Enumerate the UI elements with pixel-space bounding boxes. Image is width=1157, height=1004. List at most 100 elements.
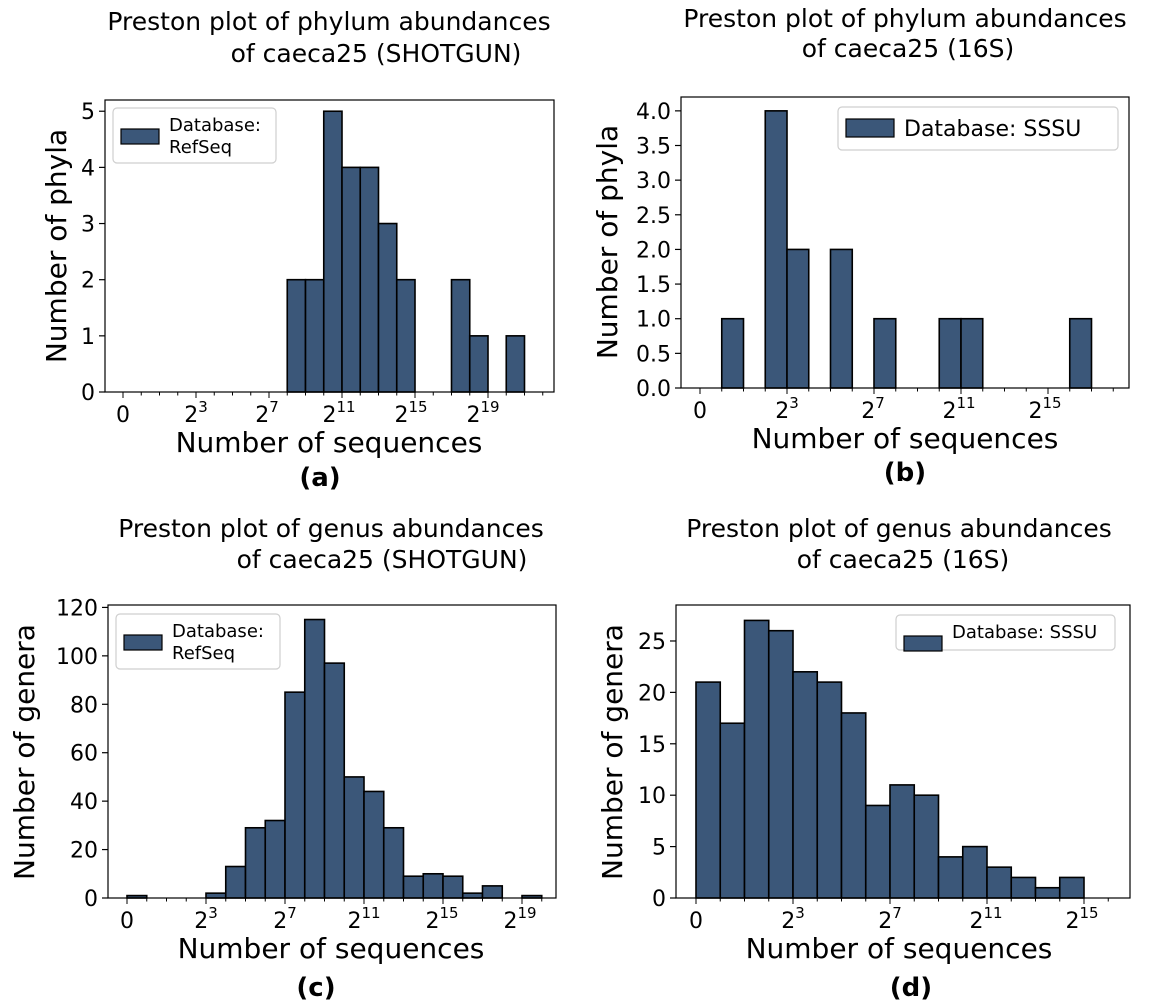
legend-box xyxy=(837,106,1119,151)
plot-frame xyxy=(104,99,555,393)
bar xyxy=(1068,317,1093,389)
chart-title: Preston plot of genus abundances xyxy=(686,514,1112,543)
y-tick-label: 3.0 xyxy=(636,169,671,194)
bars xyxy=(720,110,1093,389)
y-tick-label: 10 xyxy=(638,784,666,809)
bar xyxy=(960,317,984,389)
x-tick-label: 23 xyxy=(184,398,208,428)
bar xyxy=(829,248,854,389)
chart-title: of caeca25 (SHOTGUN) xyxy=(231,39,522,68)
y-tick-label: 4.0 xyxy=(636,100,671,125)
bar xyxy=(1010,876,1037,899)
chart-title: Preston plot of genus abundances xyxy=(118,514,544,543)
y-tick-label: 120 xyxy=(56,596,98,621)
chart-title: Preston plot of phylum abundances xyxy=(107,7,550,36)
x-tick-label: 211 xyxy=(347,904,380,934)
bar xyxy=(284,691,306,899)
chart-title: of caeca25 (16S) xyxy=(802,34,1015,63)
x-tick-label: 0 xyxy=(689,909,703,934)
legend-label: RefSeq xyxy=(169,137,232,158)
legend-label: RefSeq xyxy=(172,643,235,664)
bar xyxy=(304,278,325,393)
bar xyxy=(864,804,891,899)
bar xyxy=(720,317,745,389)
y-tick-label: 25 xyxy=(638,630,666,655)
bar xyxy=(395,278,416,393)
bars xyxy=(695,619,1085,899)
bar xyxy=(481,885,504,899)
y-tick-label: 0 xyxy=(81,381,95,406)
x-tick-label: 27 xyxy=(273,904,297,934)
bar xyxy=(873,317,897,389)
x-tick-label: 215 xyxy=(1028,394,1061,424)
legend: Database:RefSeq xyxy=(115,613,281,670)
bar xyxy=(840,712,867,899)
y-tick-label: 2.5 xyxy=(636,204,671,229)
bar xyxy=(1058,876,1085,899)
y-axis-label: Number of phyla xyxy=(40,129,73,363)
bars xyxy=(286,110,526,393)
bar xyxy=(719,722,746,899)
x-axis-label: Number of sequences xyxy=(752,422,1059,455)
legend-box xyxy=(895,614,1116,651)
x-tick-label: 27 xyxy=(878,904,902,934)
legend-label: Database: xyxy=(169,115,261,136)
x-axis-label: Number of sequences xyxy=(176,426,483,459)
bar xyxy=(468,335,489,393)
x-tick-label: 23 xyxy=(194,904,218,934)
panel-caption: (a) xyxy=(299,463,340,493)
y-tick-label: 100 xyxy=(56,645,98,670)
y-tick-label: 20 xyxy=(70,839,98,864)
bar xyxy=(286,278,307,393)
y-tick-label: 5 xyxy=(652,836,666,861)
legend-label: Database: SSSU xyxy=(952,622,1097,643)
legend-swatch xyxy=(845,118,895,138)
x-tick-label: 211 xyxy=(942,394,975,424)
x-tick-label: 219 xyxy=(503,904,536,934)
legend-swatch xyxy=(903,635,943,652)
bar xyxy=(377,222,398,393)
bar xyxy=(937,856,964,899)
panel-caption: (b) xyxy=(884,458,926,488)
y-axis-label: Number of phyla xyxy=(591,125,624,359)
x-tick-label: 219 xyxy=(466,398,499,428)
bar xyxy=(303,618,326,899)
bar xyxy=(322,110,343,393)
legend-box xyxy=(115,613,281,670)
x-tick-label: 27 xyxy=(861,394,885,424)
bar xyxy=(363,790,385,899)
bar xyxy=(343,776,365,899)
x-tick-label: 211 xyxy=(322,398,355,428)
bar xyxy=(986,866,1013,899)
y-tick-label: 3.5 xyxy=(636,135,671,160)
y-tick-label: 80 xyxy=(70,693,98,718)
panel-a: Preston plot of phylum abundances of caec… xyxy=(40,7,555,493)
legend: Database:RefSeq xyxy=(112,107,277,164)
y-tick-label: 2.0 xyxy=(636,238,671,263)
bar xyxy=(767,629,794,899)
x-tick-label: 211 xyxy=(969,904,1002,934)
y-tick-label: 1.5 xyxy=(636,273,671,298)
bar xyxy=(889,784,916,899)
bar xyxy=(359,166,380,393)
x-tick-label: 0 xyxy=(120,909,134,934)
legend-swatch xyxy=(120,128,160,145)
plot-frame xyxy=(107,604,557,899)
chart-title: of caeca25 (16S) xyxy=(797,545,1010,574)
bar xyxy=(1034,886,1061,899)
y-tick-label: 60 xyxy=(70,742,98,767)
bar xyxy=(323,662,346,899)
bar xyxy=(382,826,405,899)
bar xyxy=(224,865,247,899)
bar xyxy=(961,845,988,899)
bar xyxy=(695,681,722,899)
plot-frame xyxy=(675,604,1131,899)
x-tick-label: 0 xyxy=(116,403,130,428)
y-tick-label: 1 xyxy=(81,325,95,350)
x-tick-label: 215 xyxy=(394,398,427,428)
bar xyxy=(913,794,940,899)
y-tick-label: 1.0 xyxy=(636,308,671,333)
bar xyxy=(816,681,843,899)
y-tick-label: 40 xyxy=(70,790,98,815)
